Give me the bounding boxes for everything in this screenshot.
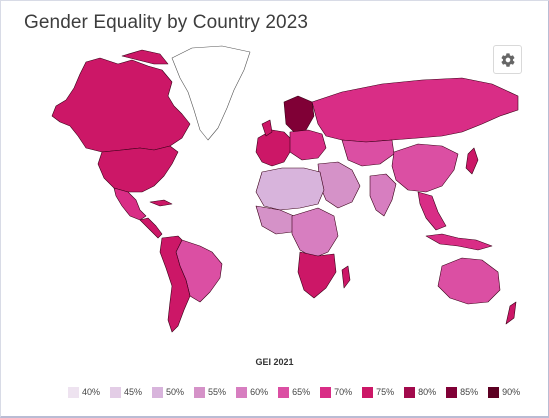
legend-swatch <box>152 386 164 398</box>
legend-label: 65% <box>292 387 311 397</box>
legend-item[interactable]: 90% <box>488 386 521 398</box>
region-indonesia[interactable] <box>425 233 493 251</box>
legend-item[interactable]: 75% <box>362 386 395 398</box>
region-greenland[interactable] <box>171 45 251 141</box>
legend-swatch <box>488 386 500 398</box>
world-map <box>51 45 519 333</box>
region-canadian-islands[interactable] <box>121 49 169 65</box>
legend-label: 50% <box>166 387 185 397</box>
legend-label: 70% <box>334 387 353 397</box>
legend-label: 85% <box>460 387 479 397</box>
legend-label: 90% <box>502 387 521 397</box>
legend-swatch <box>446 386 458 398</box>
gear-icon <box>500 52 515 67</box>
region-middle-east[interactable] <box>317 161 361 209</box>
legend-title: GEI 2021 <box>255 357 294 367</box>
region-cuba[interactable] <box>149 199 173 207</box>
region-southern-africa[interactable] <box>297 251 337 299</box>
legend: 40% 45% 50% 55% 60% 65% 70% 75% 80% 85% … <box>68 385 530 399</box>
chart-title: Gender Equality by Country 2023 <box>24 12 309 33</box>
legend-swatch <box>110 386 122 398</box>
legend-label: 45% <box>124 387 143 397</box>
legend-label: 40% <box>82 387 101 397</box>
region-eastern-europe[interactable] <box>289 129 327 161</box>
region-central-asia[interactable] <box>341 139 395 167</box>
region-andes[interactable] <box>159 235 191 333</box>
legend-swatch <box>68 386 79 398</box>
legend-item[interactable]: 50% <box>152 386 185 398</box>
legend-item[interactable]: 45% <box>110 386 143 398</box>
legend-swatch <box>362 386 374 398</box>
region-india[interactable] <box>369 173 397 217</box>
legend-item[interactable]: 70% <box>320 386 353 398</box>
settings-button[interactable] <box>493 45 522 74</box>
legend-label: 60% <box>250 387 269 397</box>
legend-swatch <box>404 386 416 398</box>
legend-swatch <box>320 386 332 398</box>
region-australia[interactable] <box>437 257 501 305</box>
legend-swatch <box>236 386 248 398</box>
region-mexico[interactable] <box>113 187 147 221</box>
legend-item[interactable]: 60% <box>236 386 269 398</box>
region-central-america[interactable] <box>139 217 163 239</box>
legend-item[interactable]: 55% <box>194 386 227 398</box>
region-western-europe[interactable] <box>255 129 293 167</box>
region-japan[interactable] <box>465 147 479 175</box>
legend-swatch <box>194 386 206 398</box>
region-canada[interactable] <box>51 57 191 153</box>
region-scandinavia[interactable] <box>283 95 315 133</box>
region-north-africa[interactable] <box>255 167 325 211</box>
region-new-zealand[interactable] <box>505 301 517 325</box>
region-central-africa[interactable] <box>291 207 339 259</box>
legend-swatch <box>278 386 290 398</box>
legend-item[interactable]: 65% <box>278 386 311 398</box>
legend-item[interactable]: 40% <box>68 386 101 398</box>
legend-item[interactable]: 80% <box>404 386 437 398</box>
region-southeast-asia[interactable] <box>417 191 447 231</box>
region-china[interactable] <box>391 143 459 193</box>
region-uk[interactable] <box>261 119 273 137</box>
region-usa[interactable] <box>97 145 179 193</box>
region-madagascar[interactable] <box>341 265 351 289</box>
legend-label: 55% <box>208 387 227 397</box>
region-west-africa[interactable] <box>255 205 295 235</box>
legend-label: 75% <box>376 387 395 397</box>
legend-label: 80% <box>418 387 437 397</box>
legend-item[interactable]: 85% <box>446 386 479 398</box>
region-russia[interactable] <box>311 77 519 143</box>
